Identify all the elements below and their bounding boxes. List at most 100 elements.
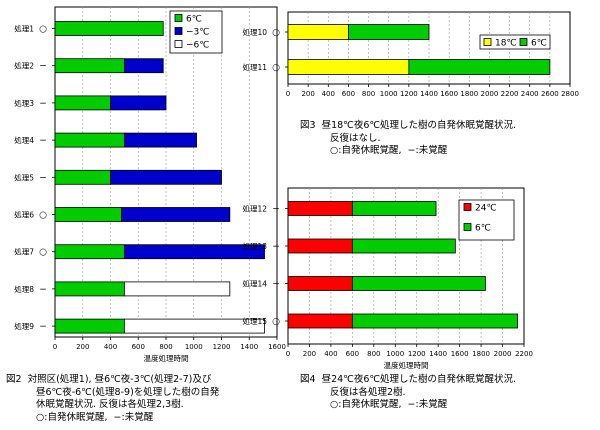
x-tick-label: 0 bbox=[286, 350, 290, 358]
bar-green bbox=[348, 24, 430, 40]
bar-green bbox=[54, 169, 111, 185]
bar-white bbox=[123, 281, 231, 297]
x-tick-label: 1400 bbox=[240, 343, 258, 351]
caption-fig2-line: 図2 対照区(処理1), 昼6℃夜-3℃(処理2-7)及び bbox=[6, 374, 212, 385]
x-tick-label: 2400 bbox=[521, 90, 539, 98]
caption-fig2-line: ○:自発休眠覚醒, −:未覚醒 bbox=[36, 411, 154, 423]
x-tick-label: 400 bbox=[324, 350, 337, 358]
legend-swatch bbox=[174, 40, 183, 48]
category-label: 処理11 bbox=[242, 62, 267, 72]
legend-label: 6℃ bbox=[475, 224, 491, 234]
bar-green bbox=[54, 95, 111, 111]
chart-fig2: 0 200 400 600 800 1000 1200 1400 1600 温度処理時間 ○ 処理1 −… bbox=[14, 6, 286, 363]
legend-swatch bbox=[463, 203, 472, 211]
chart-fig4: 0 200 400 600 800 1000 1200 1400 1600 1800 2000 220… bbox=[242, 187, 533, 370]
legend-label: 6℃ bbox=[531, 39, 547, 49]
bar-red bbox=[287, 276, 353, 291]
x-tick-label: 2200 bbox=[501, 90, 519, 98]
legend-box bbox=[479, 34, 551, 50]
category-label: 処理15 bbox=[242, 316, 267, 326]
legend-label: 24℃ bbox=[475, 204, 497, 214]
category-label: 処理6 bbox=[14, 210, 34, 220]
category-label: 処理10 bbox=[242, 27, 267, 37]
bar-green bbox=[54, 281, 125, 297]
bar-green bbox=[351, 201, 437, 216]
bar-green bbox=[408, 59, 551, 75]
status-mark: ○ bbox=[272, 28, 280, 38]
x-tick-label: 1400 bbox=[429, 350, 447, 358]
bar-green bbox=[54, 132, 125, 148]
x-tick-label: 200 bbox=[301, 90, 314, 98]
bar-white bbox=[123, 318, 265, 334]
category-label: 処理3 bbox=[14, 98, 34, 108]
x-tick-label: 1200 bbox=[408, 350, 426, 358]
x-tick-label: 1600 bbox=[451, 350, 469, 358]
category-label: 処理14 bbox=[242, 279, 267, 289]
x-tick-label: 2800 bbox=[561, 90, 579, 98]
x-tick-label: 1000 bbox=[185, 343, 203, 351]
category-label: 処理5 bbox=[14, 172, 34, 182]
x-tick-label: 1200 bbox=[213, 343, 231, 351]
x-tick-label: 1000 bbox=[380, 90, 398, 98]
status-mark: ○ bbox=[272, 317, 280, 327]
x-tick-label: 2200 bbox=[515, 350, 533, 358]
status-mark: ○ bbox=[39, 248, 47, 258]
x-tick-label: 1200 bbox=[400, 90, 418, 98]
x-tick-label: 600 bbox=[346, 350, 359, 358]
caption-fig4: 図4 昼24℃夜6℃処理した樹の自発休眠覚醒状況. 反復は各処理2樹. ○:自発… bbox=[300, 374, 600, 412]
bar-red bbox=[287, 238, 353, 254]
category-label: 処理7 bbox=[14, 247, 34, 257]
x-tick-label: 1000 bbox=[386, 350, 404, 358]
x-tick-label: 2000 bbox=[481, 90, 499, 98]
x-tick-label: 2000 bbox=[494, 350, 512, 358]
legend-swatch bbox=[463, 223, 472, 231]
x-tick-label: 1800 bbox=[472, 350, 490, 358]
x-tick-label: 1600 bbox=[440, 90, 458, 98]
legend-label: 6℃ bbox=[186, 15, 202, 25]
status-mark: − bbox=[272, 242, 280, 252]
status-mark: ○ bbox=[272, 63, 280, 73]
bar-blue bbox=[110, 169, 222, 185]
legend-swatch bbox=[519, 38, 528, 46]
x-tick-label: 1600 bbox=[268, 343, 286, 351]
caption-fig4-line: 反復は各処理2樹. bbox=[330, 386, 406, 398]
bar-blue bbox=[121, 207, 231, 222]
legend-label: −6℃ bbox=[186, 41, 209, 51]
category-label: 処理4 bbox=[14, 135, 34, 145]
bar-yellow bbox=[287, 24, 349, 40]
status-mark: − bbox=[272, 205, 280, 215]
caption-fig4-line: ○:自発休眠覚醒, −:未覚醒 bbox=[330, 399, 448, 410]
caption-fig3-line: 反復はなし. bbox=[330, 132, 381, 144]
caption-fig3-line: 図3 昼18℃夜6℃処理した樹の自発休眠覚醒状況. bbox=[300, 120, 517, 131]
bar-green bbox=[54, 244, 125, 260]
status-mark: ○ bbox=[39, 25, 47, 35]
bar-green bbox=[351, 276, 486, 291]
bar-red bbox=[287, 313, 353, 329]
x-tick-label: 600 bbox=[132, 343, 145, 351]
bar-blue bbox=[123, 58, 164, 74]
bar-blue bbox=[123, 244, 265, 260]
bar-blue bbox=[110, 95, 167, 111]
bar-green bbox=[54, 21, 164, 36]
legend-swatch bbox=[174, 14, 183, 22]
legend-swatch bbox=[174, 27, 183, 35]
status-mark: − bbox=[272, 280, 280, 290]
caption-fig2-line: 昼6℃夜-6℃(処理8-9)を処理した樹の自発 bbox=[36, 386, 220, 398]
caption-fig4-line: 図4 昼24℃夜6℃処理した樹の自発休眠覚醒状況. bbox=[300, 374, 517, 385]
status-mark: − bbox=[39, 173, 47, 183]
x-tick-label: 800 bbox=[362, 90, 375, 98]
x-axis-label: 温度処理時間 bbox=[144, 353, 189, 363]
x-tick-label: 1800 bbox=[460, 90, 478, 98]
caption-fig3: 図3 昼18℃夜6℃処理した樹の自発休眠覚醒状況. 反復はなし. ○:自発休眠覚… bbox=[300, 120, 600, 158]
x-tick-label: 2600 bbox=[541, 90, 559, 98]
x-tick-label: 400 bbox=[322, 90, 335, 98]
x-axis-label: 温度処理時間 bbox=[384, 360, 429, 370]
status-mark: ○ bbox=[39, 211, 47, 221]
caption-fig2: 図2 対照区(処理1), 昼6℃夜-3℃(処理2-7)及び 昼6℃夜-6℃(処理… bbox=[6, 374, 296, 424]
category-label: 処理2 bbox=[14, 61, 34, 71]
x-tick-label: 400 bbox=[104, 343, 117, 351]
bar-green bbox=[54, 318, 125, 334]
chart-fig3: 0 200 400 600 800 1000 1200 1400 1600 1800 2000 220… bbox=[242, 11, 579, 98]
x-tick-label: 200 bbox=[76, 343, 89, 351]
bar-green bbox=[54, 207, 122, 222]
